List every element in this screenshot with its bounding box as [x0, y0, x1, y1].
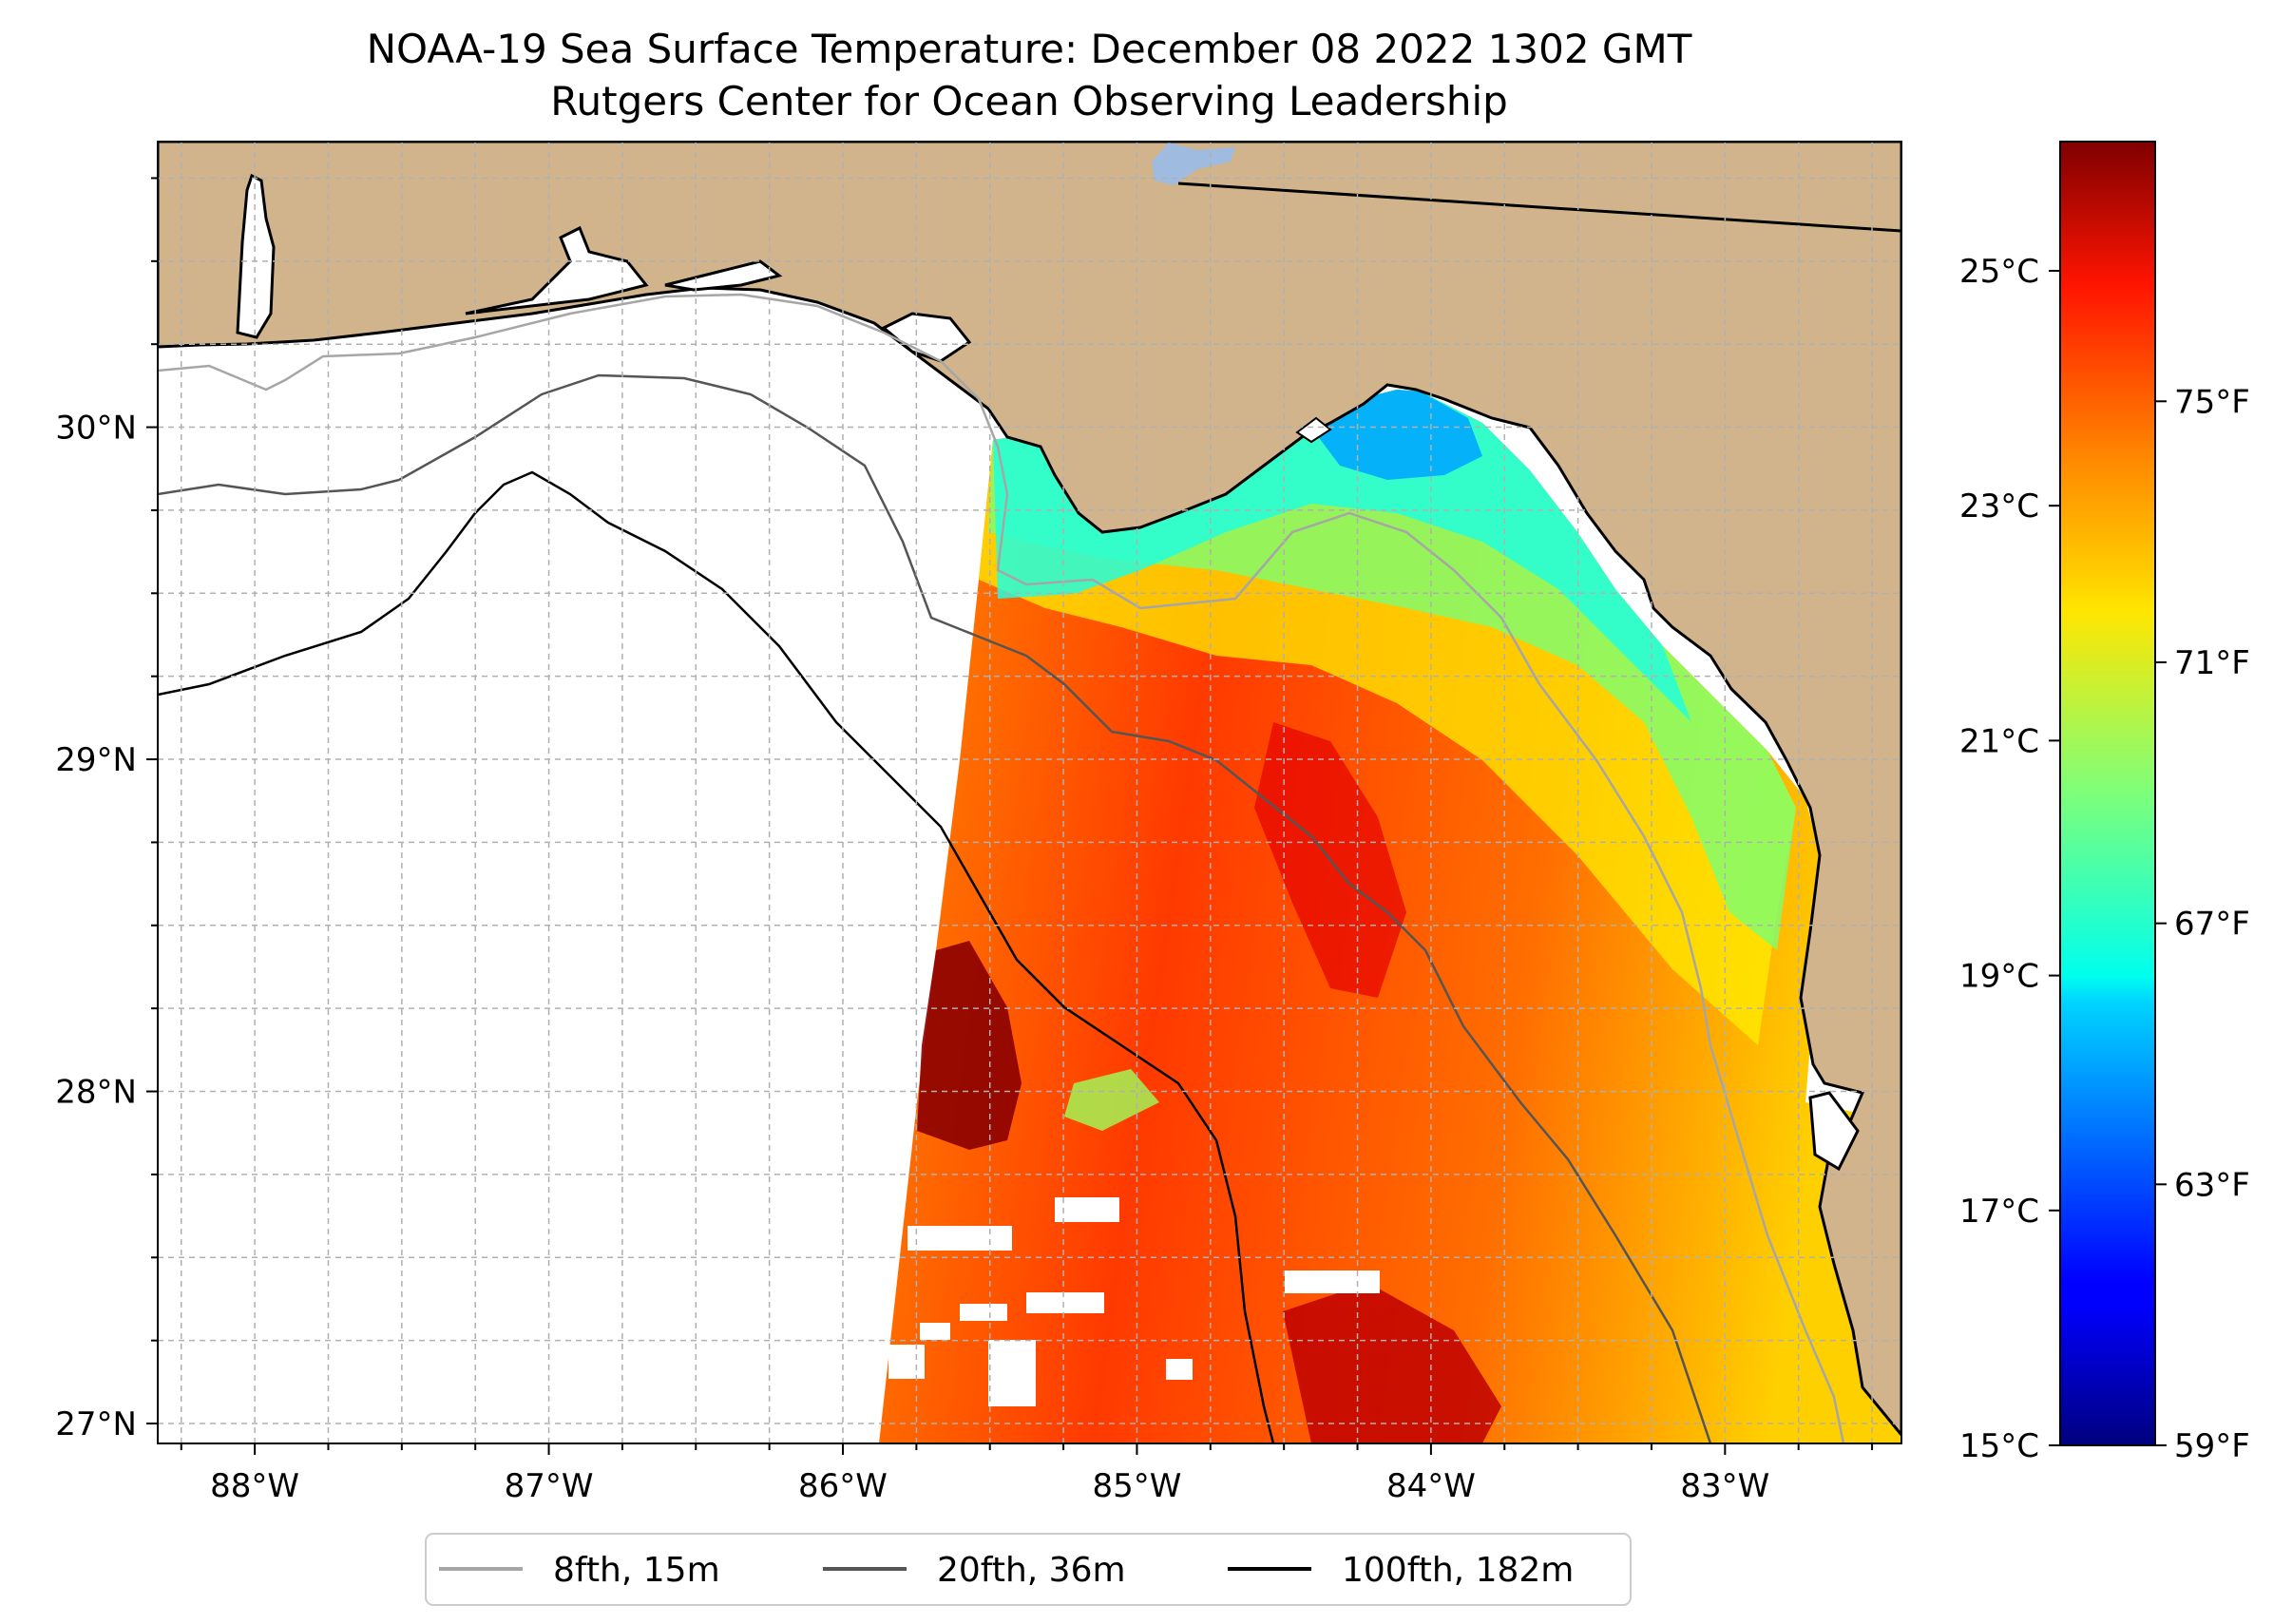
state-border [1177, 182, 1901, 233]
cloud-mask [1166, 1359, 1193, 1380]
celsius-tick-label: 19°C [1959, 958, 2039, 996]
bay-mobile [236, 173, 276, 339]
lat-tick-label: 27°N [55, 1405, 137, 1443]
bay-pensacola [465, 225, 649, 315]
fahrenheit-tick-label: 67°F [2174, 906, 2250, 944]
legend-label: 20fth, 36m [937, 1551, 1126, 1590]
lat-tick-label: 29°N [55, 741, 137, 779]
bay-apalachee [1295, 416, 1332, 444]
lon-tick-label: 87°W [505, 1467, 594, 1505]
colorbar-gradient [2059, 141, 2156, 1446]
figure-subtitle: Rutgers Center for Ocean Observing Leade… [550, 78, 1508, 124]
bay-choctawhatchee [664, 259, 783, 292]
sst-hot-patch-south [1283, 1283, 1501, 1443]
bay-tampa [1808, 1091, 1860, 1172]
isobath-legend: 8fth, 15m 20fth, 36m 100fth, 182m [425, 1533, 1632, 1606]
colorbar: 25°C 23°C 21°C 19°C 17°C 15°C 75°F 71°F 67°F 63°… [1959, 141, 2250, 1465]
sst-green-eddy [1064, 1069, 1159, 1131]
legend-item-182m: 100fth, 182m [1228, 1551, 1574, 1590]
bay-st-andrew [881, 312, 972, 363]
fahrenheit-tick-label: 59°F [2174, 1427, 2250, 1465]
isobath-182m [158, 470, 1275, 1443]
celsius-tick-label: 15°C [1959, 1427, 2039, 1465]
isobath-15m [158, 293, 1845, 1443]
figure-title: NOAA-19 Sea Surface Temperature: Decembe… [367, 26, 1692, 72]
cloud-mask [1055, 1197, 1119, 1222]
lon-tick-label: 88°W [210, 1467, 299, 1505]
celsius-tick-label: 23°C [1959, 487, 2039, 525]
lon-tick-label: 83°W [1680, 1467, 1769, 1505]
celsius-tick-label: 17°C [1959, 1193, 2039, 1231]
colorbar-celsius-axis: 25°C 23°C 21°C 19°C 17°C 15°C [1959, 253, 2060, 1465]
legend-item-15m: 8fth, 15m [439, 1551, 720, 1590]
cloud-mask [1285, 1271, 1380, 1293]
map-panel [157, 141, 1902, 1444]
cloud-mask [1026, 1292, 1104, 1313]
cloud-mask [960, 1304, 1007, 1321]
celsius-tick-label: 21°C [1959, 722, 2039, 760]
fahrenheit-tick-label: 75°F [2174, 383, 2250, 421]
cloud-mask [907, 1226, 1012, 1251]
lake-seminole [1152, 143, 1235, 185]
longitude-axis: 88°W 87°W 86°W 85°W 84°W 83°W [180, 1443, 1874, 1505]
sst-cyan-band [993, 390, 1691, 722]
legend-item-36m: 20fth, 36m [823, 1551, 1126, 1590]
sst-hot-patch-west [917, 941, 1022, 1150]
latitude-axis: 27°N 28°N 29°N 30°N [55, 177, 158, 1443]
cloud-mask [888, 1345, 925, 1379]
legend-label: 8fth, 15m [553, 1551, 720, 1590]
cloud-mask [988, 1340, 1036, 1406]
legend-box [425, 1533, 1632, 1606]
legend-label: 100fth, 182m [1342, 1551, 1574, 1590]
fahrenheit-tick-label: 63°F [2174, 1166, 2250, 1204]
lat-tick-label: 28°N [55, 1074, 137, 1112]
lon-tick-label: 84°W [1386, 1467, 1476, 1505]
sst-cold-patch [1311, 390, 1482, 480]
lon-tick-label: 86°W [798, 1467, 888, 1505]
map-frame [157, 141, 1902, 1444]
celsius-tick-label: 25°C [1959, 253, 2039, 291]
gridlines [158, 142, 1901, 1443]
lat-tick-label: 30°N [55, 410, 137, 448]
cloud-mask [920, 1323, 950, 1340]
lon-tick-label: 85°W [1093, 1467, 1182, 1505]
colorbar-fahrenheit-axis: 75°F 71°F 67°F 63°F 59°F [2155, 383, 2250, 1465]
fahrenheit-tick-label: 71°F [2174, 644, 2250, 682]
